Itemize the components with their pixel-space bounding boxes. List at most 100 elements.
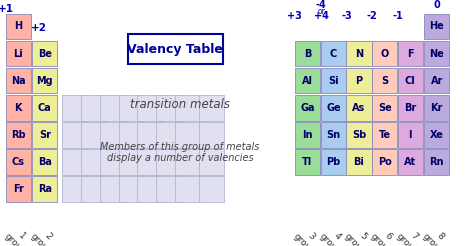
Text: +1: +1 xyxy=(0,4,14,14)
Text: Pb: Pb xyxy=(326,157,341,167)
Bar xyxy=(372,122,397,148)
Text: 5
group: 5 group xyxy=(343,224,375,246)
Bar xyxy=(295,122,320,148)
Bar xyxy=(424,149,449,175)
Text: Fr: Fr xyxy=(13,184,24,194)
Bar xyxy=(199,149,224,175)
Text: P: P xyxy=(356,76,363,86)
Bar xyxy=(81,149,106,175)
Bar xyxy=(346,149,372,175)
Text: -2: -2 xyxy=(367,12,377,21)
Text: S: S xyxy=(381,76,388,86)
Text: Mg: Mg xyxy=(36,76,53,86)
Bar xyxy=(81,176,106,202)
Text: Na: Na xyxy=(11,76,26,86)
Text: 2
group: 2 group xyxy=(28,224,61,246)
Text: Cs: Cs xyxy=(12,157,25,167)
Text: 8
group: 8 group xyxy=(420,224,453,246)
Text: Te: Te xyxy=(379,130,391,140)
Text: Sr: Sr xyxy=(39,130,51,140)
Bar xyxy=(100,122,125,148)
Text: I: I xyxy=(409,130,412,140)
Text: Members of this group of metals
display a number of valencies: Members of this group of metals display … xyxy=(100,142,260,163)
Bar xyxy=(6,68,31,93)
Bar xyxy=(321,68,346,93)
Bar xyxy=(81,122,106,148)
Text: 1
group: 1 group xyxy=(2,224,35,246)
Bar xyxy=(137,149,163,175)
Text: Ba: Ba xyxy=(38,157,52,167)
Bar xyxy=(118,122,144,148)
Bar xyxy=(32,41,57,66)
Bar xyxy=(137,95,163,121)
Bar xyxy=(199,95,224,121)
Bar xyxy=(424,14,449,39)
Bar xyxy=(81,95,106,121)
Text: 3
group: 3 group xyxy=(291,224,324,246)
Text: Li: Li xyxy=(13,48,23,59)
Bar xyxy=(424,41,449,66)
Bar xyxy=(398,122,423,148)
Text: Sb: Sb xyxy=(352,130,366,140)
Text: Ne: Ne xyxy=(429,48,444,59)
Bar xyxy=(175,95,201,121)
Text: 0: 0 xyxy=(434,0,440,10)
Bar xyxy=(372,149,397,175)
Bar xyxy=(321,41,346,66)
Text: or: or xyxy=(318,7,325,15)
Text: Si: Si xyxy=(328,76,339,86)
Bar xyxy=(424,122,449,148)
Bar xyxy=(100,95,125,121)
Text: O: O xyxy=(381,48,389,59)
Bar xyxy=(100,149,125,175)
Bar xyxy=(175,122,201,148)
Bar xyxy=(62,176,87,202)
Text: Ga: Ga xyxy=(300,103,315,113)
Bar xyxy=(6,122,31,148)
Text: Ca: Ca xyxy=(38,103,52,113)
Text: Bi: Bi xyxy=(354,157,365,167)
Bar xyxy=(295,149,320,175)
Text: 6
group: 6 group xyxy=(368,224,401,246)
Text: transition metals: transition metals xyxy=(130,98,230,111)
Text: In: In xyxy=(302,130,313,140)
Text: He: He xyxy=(429,21,444,31)
Bar xyxy=(295,68,320,93)
Bar xyxy=(118,95,144,121)
Text: As: As xyxy=(353,103,365,113)
Bar xyxy=(118,149,144,175)
Bar xyxy=(128,34,223,64)
Text: Tl: Tl xyxy=(302,157,312,167)
Text: +4: +4 xyxy=(314,12,329,21)
Text: 4
group: 4 group xyxy=(317,224,350,246)
Text: Rb: Rb xyxy=(11,130,26,140)
Bar xyxy=(62,149,87,175)
Text: B: B xyxy=(304,48,311,59)
Text: -1: -1 xyxy=(392,12,403,21)
Text: Kr: Kr xyxy=(430,103,443,113)
Bar xyxy=(62,122,87,148)
Bar xyxy=(295,41,320,66)
Text: At: At xyxy=(404,157,416,167)
Bar xyxy=(398,95,423,121)
Bar xyxy=(372,95,397,121)
Bar xyxy=(398,68,423,93)
Bar xyxy=(6,95,31,121)
Bar xyxy=(137,176,163,202)
Text: Ge: Ge xyxy=(326,103,341,113)
Text: H: H xyxy=(14,21,22,31)
Text: 7
group: 7 group xyxy=(394,224,427,246)
Text: Ra: Ra xyxy=(38,184,52,194)
Bar xyxy=(156,95,182,121)
Bar xyxy=(175,149,201,175)
Bar xyxy=(398,41,423,66)
Bar xyxy=(424,68,449,93)
Bar xyxy=(137,122,163,148)
Text: Br: Br xyxy=(404,103,416,113)
Bar xyxy=(62,95,87,121)
Bar xyxy=(346,95,372,121)
Bar xyxy=(6,41,31,66)
Bar xyxy=(156,149,182,175)
Text: Se: Se xyxy=(378,103,392,113)
Bar xyxy=(6,14,31,39)
